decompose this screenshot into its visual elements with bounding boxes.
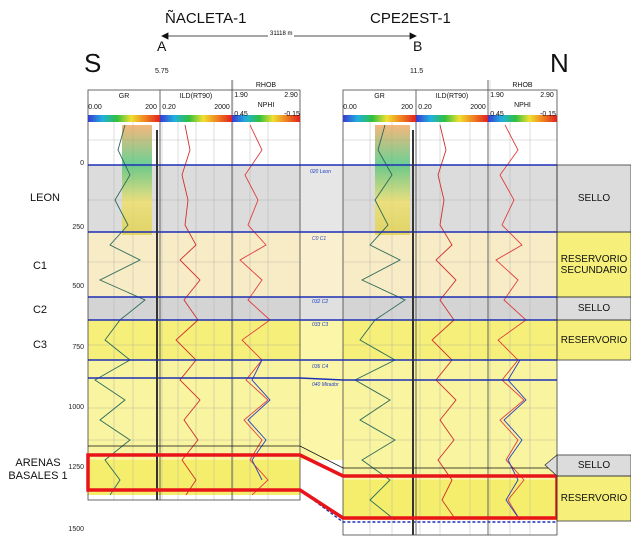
rhob-max-b: 2.90 (540, 92, 554, 99)
ild-header-a: ILD(RT90) (179, 93, 213, 100)
ild-min-b: 0.20 (418, 104, 432, 111)
well-b-elevation: 11.5 (410, 68, 424, 75)
ild-min-a: 0.20 (162, 104, 176, 111)
interwell-fill (300, 165, 343, 460)
depth-tick: 1000 (68, 404, 84, 411)
rhob-header-a: RHOB (255, 82, 277, 89)
rhob-min-b: 1.90 (490, 92, 504, 99)
right-zone-reservorio-secundario: RESERVORIO SECUNDARIO (560, 253, 628, 276)
right-zone-sello-2: SELLO (577, 303, 611, 314)
north-label: N (550, 48, 569, 78)
gr-fill (122, 125, 410, 235)
right-zone-fills (544, 165, 631, 521)
gr-max-a: 200 (145, 104, 157, 111)
well-a-marker: A (157, 38, 167, 54)
zone-c2: C2 (32, 304, 48, 316)
well-b-marker: B (413, 38, 423, 54)
gr-max-b: 200 (401, 104, 413, 111)
horizon-label: 032 C2 (312, 299, 329, 305)
right-zone-reservorio-1: RESERVORIO (560, 334, 628, 346)
dark-horizons (88, 445, 557, 469)
track-borders (87, 80, 558, 536)
ild-header-b: ILD(RT90) (435, 93, 469, 100)
depth-tick: 1250 (68, 464, 84, 471)
horizon-label: 036 C4 (312, 364, 329, 370)
nphi-header-b: NPHI (514, 102, 531, 109)
depth-tick: 500 (72, 283, 84, 290)
horizon-label: 020 Leon (310, 169, 331, 175)
nphi-max-a: -0.15 (284, 111, 300, 118)
horizon-label: C0 C1 (312, 236, 327, 242)
well-a-title: ÑACLETA-1 (165, 10, 247, 27)
depth-tick: 1500 (68, 526, 84, 533)
right-zone-reservorio-2: RESERVORIO (560, 493, 628, 504)
gr-header-b: GR (374, 93, 385, 100)
nphi-min-b: 0.45 (490, 111, 504, 118)
zone-arenas-basales: ARENAS BASALES 1 (8, 457, 68, 482)
depth-tick: 250 (72, 224, 84, 231)
nphi-header-a: NPHI (257, 102, 275, 109)
ild-max-b: 2000 (470, 104, 486, 111)
horizon-label: 040 Mirador (312, 382, 339, 388)
depth-markers (156, 130, 414, 535)
color-scale-bars (88, 115, 557, 122)
distance-label: 31118 m (268, 31, 295, 37)
well-b-title: CPE2EST-1 (370, 10, 451, 27)
right-zone-sello-3: SELLO (577, 460, 611, 471)
gr-min-a: 0.00 (88, 104, 102, 111)
south-label: S (84, 48, 102, 78)
right-zone-sello-1: SELLO (577, 193, 611, 204)
depth-tick: 0 (80, 160, 84, 167)
right-zone-frames (556, 164, 631, 522)
nphi-max-b: -0.15 (540, 111, 556, 118)
zone-c3: C3 (32, 339, 48, 351)
horizon-label: 033 C3 (312, 322, 329, 328)
rhob-min-a: 1.90 (234, 92, 248, 99)
well-a-zones (88, 165, 300, 495)
depth-tick: 750 (72, 344, 84, 351)
ild-max-a: 2000 (214, 104, 230, 111)
nphi-min-a: 0.45 (234, 111, 248, 118)
gr-min-b: 0.00 (343, 104, 357, 111)
zone-leon: LEON (30, 192, 60, 204)
well-a-elevation: 5.75 (155, 68, 169, 75)
rhob-header-b: RHOB (512, 82, 533, 89)
zone-c1: C1 (32, 260, 48, 272)
rhob-max-a: 2.90 (284, 92, 298, 99)
gr-header-a: GR (118, 93, 130, 100)
